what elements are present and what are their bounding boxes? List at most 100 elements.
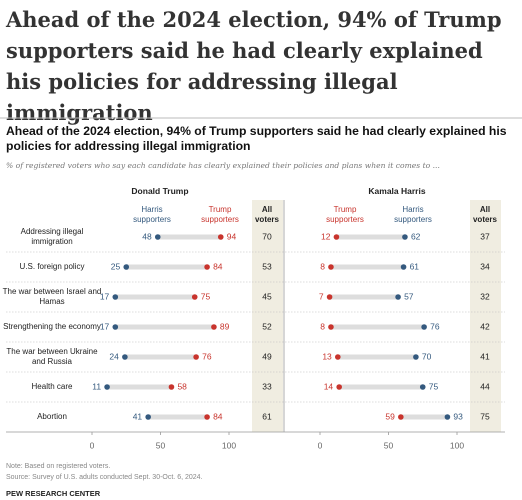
all-voters-header: All voters xyxy=(254,205,279,224)
dot xyxy=(104,384,110,390)
dot xyxy=(419,384,426,390)
all-voters-value: 45 xyxy=(262,291,272,301)
all-voters-value: 52 xyxy=(262,321,272,331)
all-voters-value: 37 xyxy=(480,231,490,241)
data-label: 59 xyxy=(385,411,395,421)
dot xyxy=(336,384,342,390)
all-voters-value: 75 xyxy=(480,411,490,421)
category-label: Addressing illegal immigration xyxy=(20,227,84,246)
dot xyxy=(328,324,334,330)
chart-title: Ahead of the 2024 election, 94% of Trump… xyxy=(6,124,507,153)
dot xyxy=(398,414,404,420)
data-label: 17 xyxy=(100,291,110,301)
dot xyxy=(328,264,334,270)
all-voters-value: 49 xyxy=(262,351,272,361)
series-label: Trump supporters xyxy=(201,205,239,224)
dot xyxy=(333,234,340,240)
dot xyxy=(112,294,119,300)
x-tick-label: 0 xyxy=(90,440,95,450)
headline: Ahead of the 2024 election, 94% of Trump… xyxy=(6,7,502,125)
panel-title: Kamala Harris xyxy=(368,186,426,196)
dot xyxy=(145,414,151,420)
x-tick-label: 0 xyxy=(318,440,323,450)
data-label: 24 xyxy=(109,351,119,361)
data-label: 58 xyxy=(177,381,187,391)
chart-subtitle: % of registered voters who say each cand… xyxy=(6,161,440,170)
all-voters-value: 34 xyxy=(480,261,490,271)
data-label: 48 xyxy=(142,231,152,241)
data-label: 25 xyxy=(111,261,121,271)
data-label: 76 xyxy=(202,351,212,361)
category-label: Strengthening the economy xyxy=(3,322,101,331)
data-label: 70 xyxy=(422,351,432,361)
data-label: 13 xyxy=(322,351,332,361)
data-label: 11 xyxy=(92,381,101,391)
series-label: Harris supporters xyxy=(133,205,171,224)
source: Source: Survey of U.S. adults conducted … xyxy=(6,474,203,481)
data-label: 75 xyxy=(429,381,439,391)
dot xyxy=(326,294,333,300)
data-label: 12 xyxy=(321,231,331,241)
data-label: 41 xyxy=(133,411,143,421)
data-label: 76 xyxy=(430,321,440,331)
all-voters-value: 53 xyxy=(262,261,272,271)
all-voters-value: 33 xyxy=(262,381,272,391)
data-label: 84 xyxy=(213,261,223,271)
dot xyxy=(122,354,128,360)
x-tick-label: 50 xyxy=(384,440,394,450)
all-voters-value: 44 xyxy=(480,381,490,391)
category-label: The war between Israel and Hamas xyxy=(2,287,102,306)
note: Note: Based on registered voters. xyxy=(6,463,111,470)
dot xyxy=(400,264,407,270)
data-label: 57 xyxy=(404,291,414,301)
x-tick-label: 100 xyxy=(450,440,464,450)
all-voters-value: 70 xyxy=(262,231,272,241)
source-org: PEW RESEARCH CENTER xyxy=(6,489,101,498)
category-label: Health care xyxy=(31,382,73,391)
all-voters-header: All voters xyxy=(472,205,497,224)
dot xyxy=(335,354,341,360)
dot xyxy=(168,384,175,390)
x-tick-label: 100 xyxy=(222,440,236,450)
all-voters-column xyxy=(252,200,283,432)
all-voters-value: 41 xyxy=(480,351,490,361)
category-label: U.S. foreign policy xyxy=(19,262,85,271)
all-voters-value: 42 xyxy=(480,321,490,331)
panel-title: Donald Trump xyxy=(131,186,189,196)
series-label: Trump supporters xyxy=(326,205,364,224)
series-label: Harris supporters xyxy=(394,205,432,224)
dot xyxy=(154,234,161,240)
data-label: 93 xyxy=(453,411,463,421)
dot xyxy=(193,354,199,360)
all-voters-value: 61 xyxy=(262,411,272,421)
dot xyxy=(421,324,427,330)
data-label: 75 xyxy=(201,291,211,301)
data-label: 17 xyxy=(100,321,110,331)
dot xyxy=(204,414,210,420)
dot xyxy=(112,324,119,330)
all-voters-value: 32 xyxy=(480,291,490,301)
data-label: 8 xyxy=(320,261,325,271)
dot xyxy=(402,234,408,240)
all-voters-column xyxy=(470,200,501,432)
data-label: 84 xyxy=(213,411,223,421)
data-label: 89 xyxy=(220,321,230,331)
dot xyxy=(191,294,198,300)
category-label: The war between Ukraine and Russia xyxy=(6,347,98,366)
dot xyxy=(204,264,210,270)
data-label: 7 xyxy=(319,291,324,301)
dot xyxy=(211,324,217,330)
data-label: 62 xyxy=(411,231,421,241)
dot xyxy=(444,414,451,420)
dot xyxy=(395,294,401,300)
data-label: 61 xyxy=(410,261,420,271)
dot xyxy=(217,234,224,240)
data-label: 8 xyxy=(320,321,325,331)
data-label: 14 xyxy=(324,381,334,391)
category-label: Abortion xyxy=(37,412,67,421)
dot xyxy=(413,354,419,360)
data-label: 94 xyxy=(227,231,237,241)
dot xyxy=(123,264,130,270)
